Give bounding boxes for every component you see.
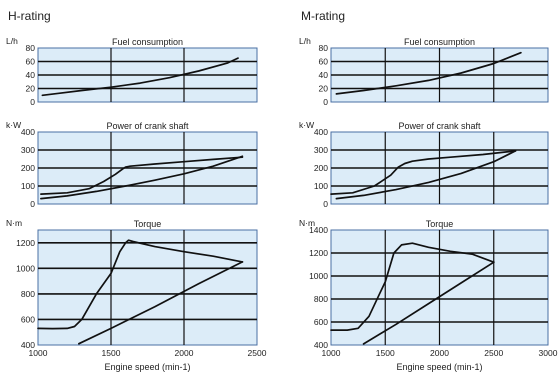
rating-title: M-rating [301, 9, 345, 23]
x-tick-label: 3000 [539, 348, 558, 358]
y-tick-label: 20 [26, 84, 36, 94]
series-line [40, 155, 244, 200]
y-tick-label: 60 [319, 57, 329, 67]
y-tick-label: 0 [30, 97, 35, 107]
x-tick-label: 1500 [376, 348, 395, 358]
y-tick-label: 400 [21, 127, 35, 137]
series-line [330, 242, 495, 331]
panel-title: Torque [134, 219, 162, 229]
x-tick-label: 2500 [484, 348, 503, 358]
y-tick-label: 800 [21, 289, 35, 299]
x-tick-label: 1000 [322, 348, 341, 358]
series-line [335, 150, 517, 200]
x-axis-label: Engine speed (min-1) [104, 362, 190, 372]
series-line [40, 156, 244, 195]
series-line [362, 261, 495, 345]
y-tick-label: 200 [21, 163, 35, 173]
y-tick-label: 80 [319, 43, 329, 53]
y-tick-label: 400 [314, 127, 328, 137]
m-rating-chart: M-rating 0 20 40 60 80 L/h Fuel consumption 0 100… [299, 9, 558, 372]
panel-0: 0 20 40 60 80 L/h Fuel consumption [6, 36, 258, 107]
y-axis-unit: k·W [6, 120, 21, 130]
series-line [335, 51, 522, 95]
y-tick-label: 60 [26, 57, 36, 67]
panel-0: 0 20 40 60 80 L/h Fuel consumption [299, 36, 549, 107]
y-tick-label: 100 [314, 181, 328, 191]
y-tick-label: 600 [21, 314, 35, 324]
y-tick-label: 400 [21, 340, 35, 350]
panel-title: Fuel consumption [112, 37, 183, 47]
y-tick-label: 1200 [16, 238, 35, 248]
series-line [330, 150, 517, 195]
y-tick-label: 1000 [309, 271, 328, 281]
y-tick-label: 400 [314, 340, 328, 350]
series-line [41, 57, 239, 97]
y-tick-label: 300 [21, 145, 35, 155]
x-tick-label: 1000 [29, 348, 48, 358]
y-tick-label: 0 [30, 199, 35, 209]
x-tick-label: 2000 [430, 348, 449, 358]
y-axis-unit: N·m [6, 218, 22, 228]
y-axis-unit: N·m [299, 218, 315, 228]
y-tick-label: 20 [319, 84, 329, 94]
y-tick-label: 1200 [309, 248, 328, 258]
panel-2: 400 600 800 1000 1200 N·m Torque [6, 218, 258, 350]
series-line [78, 261, 244, 345]
y-tick-label: 600 [314, 317, 328, 327]
y-tick-label: 80 [26, 43, 36, 53]
y-tick-label: 1400 [309, 225, 328, 235]
y-tick-label: 800 [314, 294, 328, 304]
rating-title: H-rating [8, 9, 51, 23]
y-tick-label: 0 [323, 97, 328, 107]
y-tick-label: 0 [323, 199, 328, 209]
series-line [37, 239, 244, 330]
panel-title: Power of crank shaft [106, 121, 189, 131]
y-tick-label: 1000 [16, 263, 35, 273]
y-tick-label: 300 [314, 145, 328, 155]
y-tick-label: 40 [26, 70, 36, 80]
x-axis-label: Engine speed (min-1) [396, 362, 482, 372]
x-tick-label: 1500 [102, 348, 121, 358]
y-tick-label: 40 [319, 70, 329, 80]
panel-title: Fuel consumption [404, 37, 475, 47]
h-rating-chart: H-rating 0 20 40 60 80 L/h Fuel consumption 0 100… [6, 9, 267, 372]
panel-title: Torque [426, 219, 454, 229]
y-axis-unit: L/h [6, 36, 18, 46]
panel-title: Power of crank shaft [398, 121, 481, 131]
y-tick-label: 100 [21, 181, 35, 191]
y-tick-label: 200 [314, 163, 328, 173]
x-tick-label: 2500 [248, 348, 267, 358]
y-axis-unit: k·W [299, 120, 314, 130]
x-tick-label: 2000 [175, 348, 194, 358]
y-axis-unit: L/h [299, 36, 311, 46]
